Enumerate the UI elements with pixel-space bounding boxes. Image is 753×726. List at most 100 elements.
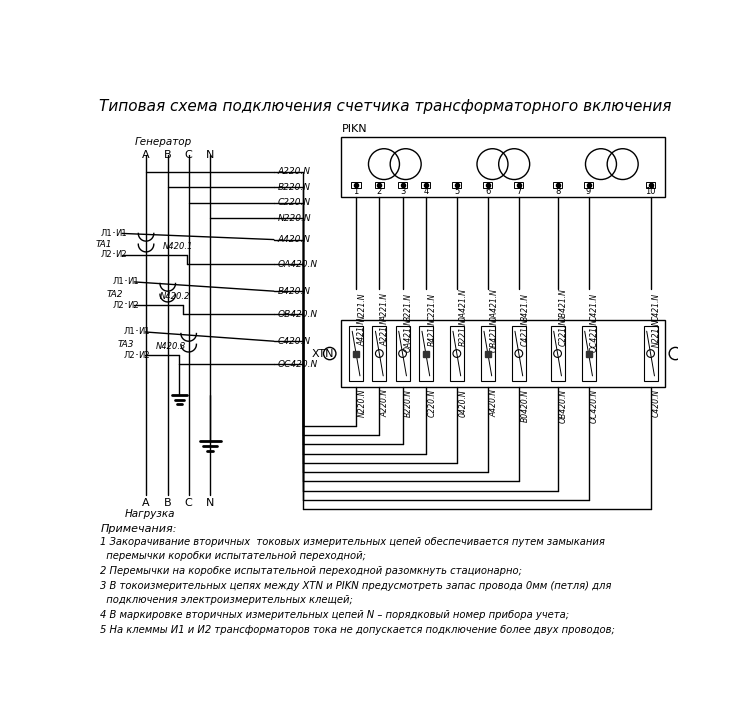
Text: Типовая схема подключения счетчика трансформаторного включения: Типовая схема подключения счетчика транс… (99, 99, 672, 114)
Bar (483, 182, 492, 188)
Text: 9: 9 (586, 187, 591, 195)
Bar (550, 326, 565, 381)
Text: И1: И1 (139, 327, 150, 336)
Text: TA1: TA1 (96, 240, 112, 250)
Text: N420.2: N420.2 (160, 292, 191, 301)
Text: B221.N: B221.N (404, 293, 413, 321)
Text: OC420.N: OC420.N (590, 389, 599, 423)
Text: ·: · (111, 227, 115, 240)
Text: И2: И2 (115, 250, 127, 259)
Text: C220.N: C220.N (428, 389, 437, 417)
Text: Л2: Л2 (100, 250, 112, 259)
Text: Л2: Л2 (123, 351, 136, 359)
Text: N: N (206, 497, 215, 507)
Text: Л1: Л1 (113, 277, 124, 287)
Text: ·: · (111, 248, 115, 261)
Bar (581, 326, 596, 381)
Text: OA420.N: OA420.N (278, 260, 318, 269)
Text: Л1: Л1 (123, 327, 136, 336)
Text: B220.N: B220.N (278, 183, 311, 192)
Text: C420.N: C420.N (278, 337, 311, 346)
Text: 1: 1 (353, 187, 358, 195)
Text: 2: 2 (376, 187, 382, 195)
Text: Примечания:: Примечания: (100, 524, 177, 534)
Bar (644, 326, 657, 381)
Bar (481, 326, 495, 381)
Text: A221.N: A221.N (381, 293, 390, 321)
Bar (375, 182, 384, 188)
Text: A420.N: A420.N (489, 389, 498, 417)
Text: XTN: XTN (312, 348, 334, 359)
Text: A: A (142, 150, 150, 160)
Text: N221.N: N221.N (652, 318, 661, 346)
Bar (340, 137, 665, 197)
Text: C221.N: C221.N (428, 293, 437, 321)
Text: 4 В маркировке вторичных измерительных цепей N – порядковый номер прибора учета;: 4 В маркировке вторичных измерительных ц… (100, 610, 569, 620)
Text: B0420.N: B0420.N (520, 389, 529, 422)
Text: C220.N: C220.N (278, 198, 311, 207)
Bar (514, 182, 523, 188)
Text: OC421.N: OC421.N (590, 318, 599, 352)
Text: C421.N: C421.N (652, 293, 661, 321)
Text: перемычки коробки испытательной переходной;: перемычки коробки испытательной переходн… (100, 552, 366, 561)
Text: 5: 5 (454, 187, 459, 195)
Text: A221.N: A221.N (381, 318, 390, 346)
Text: 1 Закорачивание вторичных  токовых измерительных цепей обеспечивается путем замы: 1 Закорачивание вторичных токовых измери… (100, 537, 605, 547)
Text: C: C (184, 150, 193, 160)
Bar (584, 182, 593, 188)
Bar (553, 182, 562, 188)
Text: подключения электроизмерительных клещей;: подключения электроизмерительных клещей; (100, 595, 353, 605)
Text: OC420.N: OC420.N (278, 360, 318, 369)
Text: ·: · (123, 275, 127, 288)
Text: 3: 3 (400, 187, 405, 195)
Text: OB421.N: OB421.N (489, 318, 498, 352)
Bar (349, 326, 363, 381)
Text: PIKN: PIKN (342, 124, 367, 134)
Text: C421.N: C421.N (590, 293, 599, 321)
Bar (421, 182, 431, 188)
Text: B221.N: B221.N (459, 318, 468, 346)
Bar (395, 326, 410, 381)
Text: B420.N: B420.N (278, 287, 311, 295)
Text: A421.N: A421.N (358, 318, 367, 346)
Bar (419, 326, 433, 381)
Text: 8: 8 (555, 187, 560, 195)
Text: A220.N: A220.N (381, 389, 390, 417)
Text: N420.1: N420.1 (163, 242, 193, 251)
Text: C: C (184, 497, 193, 507)
Text: N: N (206, 150, 215, 160)
Text: И2: И2 (139, 351, 150, 359)
Text: 0B421.N: 0B421.N (559, 288, 568, 321)
Text: B220.N: B220.N (404, 389, 413, 417)
Text: 3 В токоизмерительных цепях между XTN и PIKN предусмотреть запас провода 0мм (пе: 3 В токоизмерительных цепях между XTN и … (100, 581, 611, 591)
Text: C420.N: C420.N (652, 389, 661, 417)
Bar (646, 182, 655, 188)
Text: N420.3: N420.3 (156, 342, 187, 351)
Text: Генератор: Генератор (135, 137, 192, 147)
Text: И1: И1 (115, 229, 127, 238)
Text: 4: 4 (423, 187, 428, 195)
Text: TA2: TA2 (106, 290, 123, 299)
Bar (398, 182, 407, 188)
Text: B: B (164, 497, 172, 507)
Bar (352, 182, 361, 188)
Text: OA421.N: OA421.N (404, 318, 413, 352)
Text: OB420.N: OB420.N (278, 310, 318, 319)
Text: ·: · (135, 348, 139, 362)
Text: N221.N: N221.N (358, 293, 367, 321)
Text: A: A (142, 497, 150, 507)
Text: N220.N: N220.N (278, 213, 312, 223)
Bar (340, 319, 665, 388)
Text: 0420.N: 0420.N (459, 389, 468, 417)
Text: Нагрузка: Нагрузка (125, 509, 175, 519)
Text: Л2: Л2 (113, 301, 124, 309)
Text: TA3: TA3 (117, 340, 134, 348)
Text: 6: 6 (485, 187, 490, 195)
Bar (512, 326, 526, 381)
Bar (372, 326, 386, 381)
Text: B: B (164, 150, 172, 160)
Bar (450, 326, 464, 381)
Text: ·: · (135, 325, 139, 338)
Text: 0A421.N: 0A421.N (489, 288, 498, 321)
Text: N220.N: N220.N (358, 389, 367, 417)
